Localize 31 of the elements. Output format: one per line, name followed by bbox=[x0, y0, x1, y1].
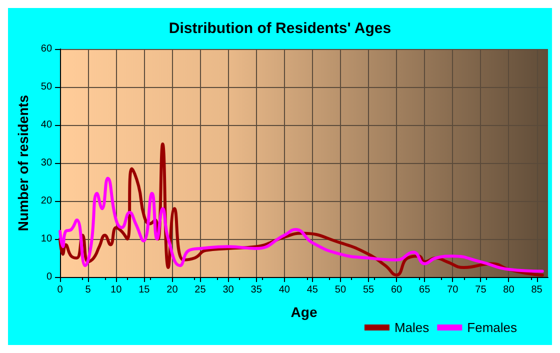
x-tick-label: 75 bbox=[475, 284, 487, 296]
y-tick-label: 20 bbox=[40, 196, 52, 206]
x-tick-label: 0 bbox=[57, 284, 64, 296]
y-axis-title: Number of residents bbox=[15, 94, 31, 232]
x-tick-label: 70 bbox=[447, 284, 459, 296]
x-tick-label: 55 bbox=[362, 284, 375, 296]
x-tick-label: 20 bbox=[166, 284, 178, 296]
x-tick-label: 65 bbox=[419, 284, 431, 296]
x-axis-title: Age bbox=[290, 304, 318, 320]
y-tick-label: 30 bbox=[40, 158, 52, 168]
y-tick-label: 0 bbox=[46, 272, 52, 282]
x-tick-label: 85 bbox=[531, 284, 543, 296]
x-tick-label: 5 bbox=[85, 284, 92, 296]
y-tick-label: 50 bbox=[40, 82, 52, 92]
y-tick-label: 40 bbox=[40, 120, 52, 130]
x-tick-label: 15 bbox=[138, 284, 150, 296]
x-tick-label: 50 bbox=[334, 284, 346, 296]
x-tick-label: 30 bbox=[222, 284, 234, 296]
x-tick-label: 60 bbox=[390, 284, 403, 296]
legend-label: Females bbox=[467, 320, 518, 335]
x-tick-label: 35 bbox=[250, 284, 262, 296]
legend-label: Males bbox=[394, 320, 430, 335]
x-tick-label: 80 bbox=[503, 284, 515, 296]
chart-title: Distribution of Residents' Ages bbox=[168, 20, 392, 37]
x-tick-label: 45 bbox=[306, 284, 318, 296]
y-tick-label: 60 bbox=[40, 44, 52, 54]
line-series bbox=[58, 176, 544, 273]
x-tick-label: 25 bbox=[194, 284, 206, 296]
y-tick-label: 10 bbox=[40, 234, 52, 244]
x-tick-label: 40 bbox=[278, 284, 290, 296]
x-tick-label: 10 bbox=[110, 284, 122, 296]
